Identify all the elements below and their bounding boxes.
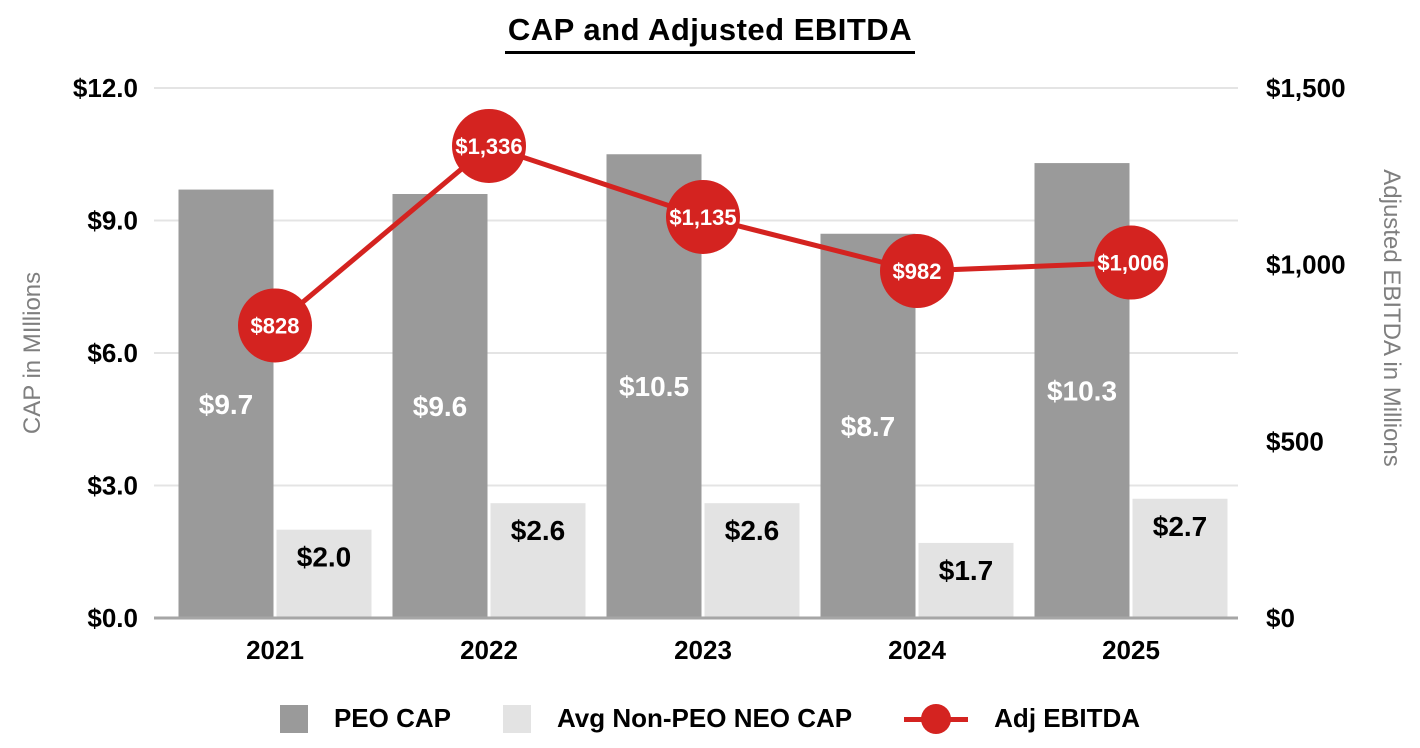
peo-cap-swatch-icon — [279, 704, 308, 733]
bar-avg-non-peo-neo-cap-2022 — [490, 503, 586, 618]
left-axis-tick-3: $3.0 — [87, 471, 138, 501]
bar-label-avg-non-peo-neo-cap-2022: $2.6 — [511, 515, 566, 546]
bar-avg-non-peo-neo-cap-2021 — [276, 529, 372, 618]
bar-avg-non-peo-neo-cap-2024 — [918, 542, 1014, 618]
bar-label-peo-cap-2023: $10.5 — [619, 371, 689, 402]
bar-label-avg-non-peo-neo-cap-2024: $1.7 — [939, 555, 994, 586]
bar-peo-cap-2022 — [392, 194, 488, 618]
adj-ebitda-marker-2023 — [666, 179, 740, 254]
chart-legend: PEO CAP Avg Non-PEO NEO CAP Adj EBITDA — [0, 703, 1420, 734]
legend-item-adj-ebitda: Adj EBITDA — [904, 703, 1140, 734]
bar-label-avg-non-peo-neo-cap-2021: $2.0 — [297, 542, 352, 573]
adj-ebitda-marker-2022 — [452, 108, 526, 183]
chart-title-text: CAP and Adjusted EBITDA — [504, 12, 916, 54]
right-axis-tick-0: $0 — [1266, 603, 1295, 633]
legend-item-peo-cap: PEO CAP — [279, 703, 451, 734]
left-axis-title: CAP in MIllions — [19, 272, 46, 434]
adj-ebitda-marker-2021 — [238, 288, 312, 363]
adj-ebitda-label-2025: $1,006 — [1097, 251, 1164, 276]
bar-peo-cap-2021 — [178, 189, 274, 619]
bar-label-peo-cap-2021: $9.7 — [199, 389, 254, 420]
adj-ebitda-label-2024: $982 — [893, 259, 942, 284]
bar-label-peo-cap-2025: $10.3 — [1047, 376, 1117, 407]
adj-ebitda-marker-2025 — [1094, 225, 1168, 300]
legend-label-peo-cap: PEO CAP — [333, 703, 451, 733]
legend-item-avg-non-peo-neo-cap: Avg Non-PEO NEO CAP — [502, 703, 853, 734]
x-axis-label-2024: 2024 — [888, 635, 946, 665]
x-axis-label-2023: 2023 — [674, 635, 732, 665]
bar-label-peo-cap-2024: $8.7 — [841, 411, 896, 442]
left-axis-tick-0: $0.0 — [87, 603, 138, 633]
adj-ebitda-label-2023: $1,135 — [669, 205, 736, 230]
adj-ebitda-dot-icon — [921, 703, 952, 734]
bar-avg-non-peo-neo-cap-2023 — [704, 503, 800, 618]
bar-label-peo-cap-2022: $9.6 — [413, 391, 468, 422]
avg-non-peo-neo-cap-swatch-icon — [502, 704, 531, 733]
adj-ebitda-label-2021: $828 — [251, 313, 300, 338]
bar-label-avg-non-peo-neo-cap-2025: $2.7 — [1153, 511, 1208, 542]
bar-avg-non-peo-neo-cap-2025 — [1132, 498, 1228, 618]
legend-label-avg-non-peo-neo-cap: Avg Non-PEO NEO CAP — [556, 703, 853, 733]
chart-title: CAP and Adjusted EBITDA — [0, 12, 1420, 54]
right-axis-tick-1000: $1,000 — [1266, 250, 1346, 280]
x-axis-label-2025: 2025 — [1102, 635, 1160, 665]
x-axis-label-2022: 2022 — [460, 635, 518, 665]
right-axis-tick-500: $500 — [1266, 426, 1324, 456]
left-axis-tick-12: $12.0 — [73, 73, 138, 103]
adj-ebitda-line-marker-icon — [904, 703, 969, 734]
legend-label-adj-ebitda: Adj EBITDA — [994, 703, 1141, 733]
left-axis-tick-9: $9.0 — [87, 206, 138, 236]
right-axis-title: Adjusted EBITDA in Millions — [1378, 169, 1405, 466]
left-axis-tick-6: $6.0 — [87, 338, 138, 368]
x-axis-label-2021: 2021 — [246, 635, 304, 665]
adj-ebitda-marker-2024 — [880, 234, 954, 309]
adj-ebitda-label-2022: $1,336 — [455, 134, 522, 159]
bar-label-avg-non-peo-neo-cap-2023: $2.6 — [725, 515, 780, 546]
right-axis-tick-1500: $1,500 — [1266, 73, 1346, 103]
